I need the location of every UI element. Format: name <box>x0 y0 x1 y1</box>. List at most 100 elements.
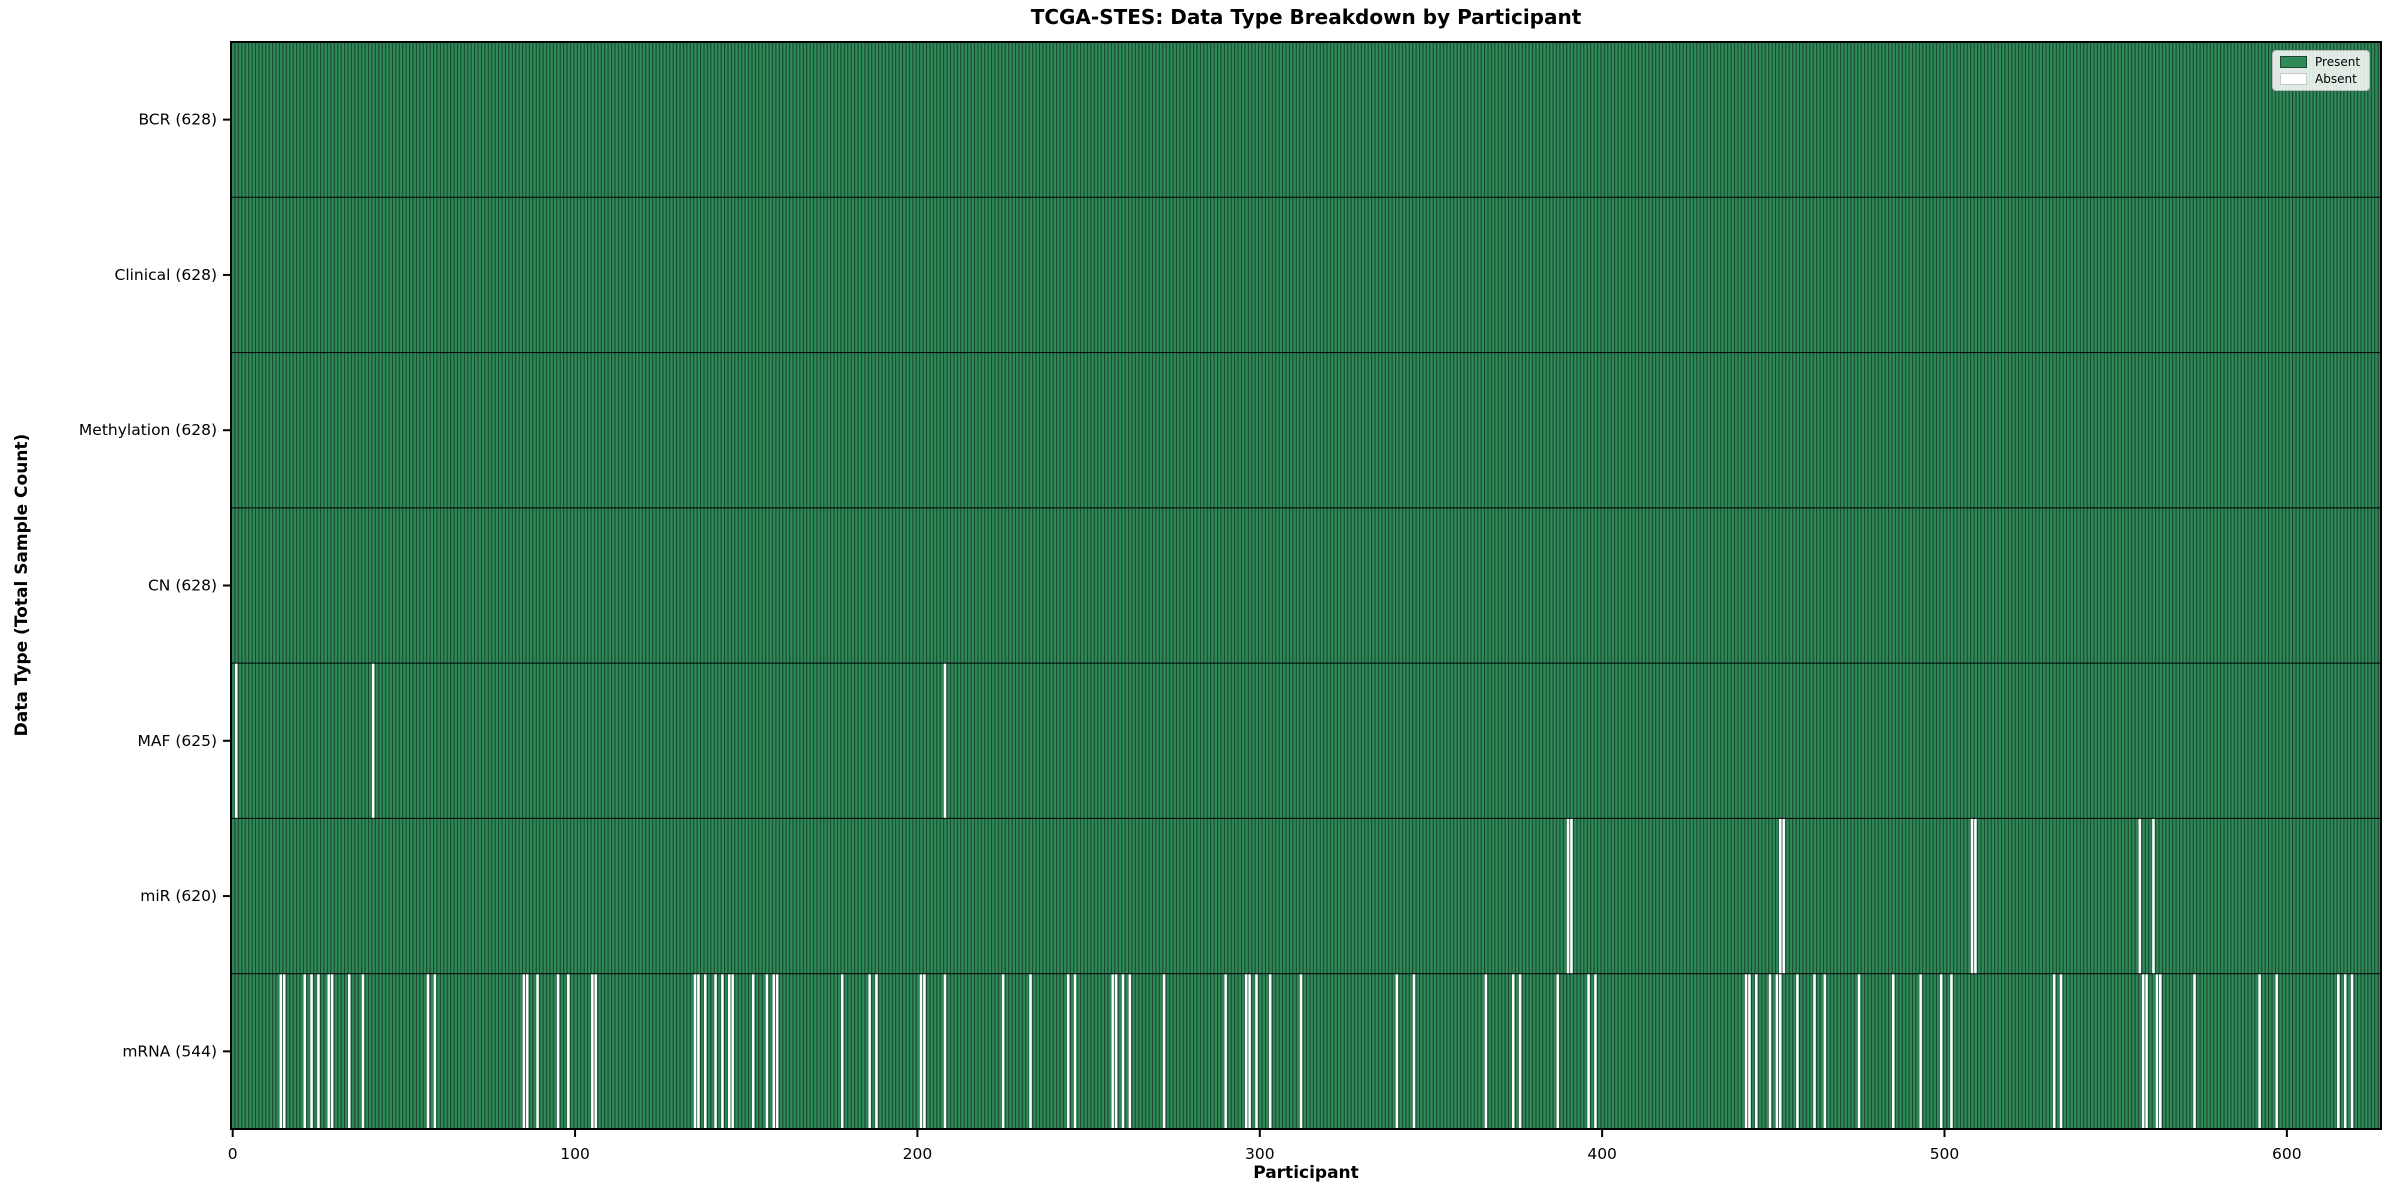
absent-mark-mRNA <box>327 973 330 1129</box>
x-tick-label-100: 100 <box>560 1145 590 1163</box>
absent-mark-mRNA <box>1268 973 1272 1129</box>
y-tick-label-CN: CN (628) <box>148 577 217 595</box>
absent-mark-mRNA <box>2343 973 2347 1129</box>
y-tick-label-miR: miR (620) <box>140 887 217 905</box>
absent-mark-mRNA <box>731 973 734 1129</box>
absent-mark-mRNA <box>1412 973 1416 1129</box>
absent-mark-mRNA <box>1779 973 1782 1129</box>
x-tick-label-300: 300 <box>1245 1145 1275 1163</box>
absent-mark-mRNA <box>310 973 313 1129</box>
plot-border <box>230 41 2382 1130</box>
absent-mark-mRNA <box>1768 973 1772 1129</box>
absent-mark-mRNA <box>919 973 923 1129</box>
absent-mark-mRNA <box>1775 973 1779 1129</box>
row-mRNA <box>231 973 2381 1129</box>
absent-mark-mRNA <box>1128 973 1132 1129</box>
absent-mark-mRNA <box>1919 973 1922 1129</box>
row-Clinical <box>231 197 2381 353</box>
absent-mark-mRNA <box>1813 973 1816 1129</box>
absent-mark-mRNA <box>347 973 351 1129</box>
absent-mark-mRNA <box>2350 973 2354 1129</box>
absent-mark-mRNA <box>1224 973 1227 1129</box>
absent-mark-mRNA <box>875 973 878 1129</box>
absent-mark-mRNA <box>1950 973 1953 1129</box>
absent-mark-mRNA <box>317 973 320 1129</box>
absent-mark-mRNA <box>2052 973 2056 1129</box>
absent-mark-mRNA <box>1029 973 1032 1129</box>
absent-mark-miR <box>2138 818 2142 974</box>
absent-mark-mRNA <box>751 973 755 1129</box>
absent-mark-mRNA <box>1891 973 1895 1129</box>
row-Methylation <box>231 352 2381 508</box>
absent-mark-mRNA <box>1001 973 1005 1129</box>
absent-mark-mRNA <box>1162 973 1166 1129</box>
absent-mark-mRNA <box>2258 973 2261 1129</box>
absent-mark-mRNA <box>943 973 947 1129</box>
row-MAF <box>231 663 2381 819</box>
absent-mark-mRNA <box>361 973 365 1129</box>
absent-mark-mRNA <box>525 973 529 1129</box>
absent-mark-miR <box>1974 818 1977 974</box>
y-tick-label-MAF: MAF (625) <box>138 732 218 750</box>
absent-mark-miR <box>1970 818 1974 974</box>
absent-mark-mRNA <box>2275 973 2278 1129</box>
absent-mark-miR <box>1779 818 1782 974</box>
absent-mark-mRNA <box>775 973 779 1129</box>
absent-mark-mRNA <box>1511 973 1515 1129</box>
absent-mark-mRNA <box>772 973 775 1129</box>
absent-mark-mRNA <box>433 973 437 1129</box>
absent-mark-mRNA <box>704 973 707 1129</box>
absent-mark-mRNA <box>2193 973 2196 1129</box>
absent-mark-mRNA <box>2155 973 2159 1129</box>
absent-mark-mRNA <box>1073 973 1077 1129</box>
absent-mark-mRNA <box>923 973 926 1129</box>
absent-mark-mRNA <box>1395 973 1399 1129</box>
absent-mark-mRNA <box>1299 973 1303 1129</box>
x-tick-label-500: 500 <box>1930 1145 1960 1163</box>
absent-mark-mRNA <box>1857 973 1861 1129</box>
absent-mark-mRNA <box>330 973 334 1129</box>
absent-swatch-icon <box>2280 73 2307 85</box>
absent-mark-mRNA <box>2337 973 2340 1129</box>
absent-mark-mRNA <box>1823 973 1827 1129</box>
absent-mark-mRNA <box>1939 973 1943 1129</box>
row-BCR <box>231 42 2381 198</box>
present-swatch-icon <box>2280 56 2307 68</box>
absent-mark-miR <box>1566 818 1570 974</box>
chart-title: TCGA-STES: Data Type Breakdown by Partic… <box>1030 5 1582 29</box>
absent-mark-mRNA <box>1244 973 1248 1129</box>
absent-mark-mRNA <box>1755 973 1758 1129</box>
absent-mark-MAF <box>943 663 947 819</box>
absent-mark-mRNA <box>1484 973 1488 1129</box>
absent-mark-mRNA <box>765 973 769 1129</box>
absent-mark-mRNA <box>522 973 526 1129</box>
absent-mark-mRNA <box>1744 973 1748 1129</box>
absent-mark-miR <box>1782 818 1785 974</box>
absent-mark-mRNA <box>840 973 844 1129</box>
absent-mark-mRNA <box>1587 973 1590 1129</box>
absent-mark-mRNA <box>2159 973 2162 1129</box>
absent-mark-mRNA <box>594 973 597 1129</box>
x-tick-label-600: 600 <box>2272 1145 2302 1163</box>
legend-entry-absent: Absent <box>2280 73 2360 85</box>
absent-mark-mRNA <box>426 973 430 1129</box>
absent-mark-mRNA <box>697 973 700 1129</box>
absent-mark-mRNA <box>536 973 539 1129</box>
absent-mark-mRNA <box>727 973 731 1129</box>
y-tick-label-Methylation: Methylation (628) <box>79 421 217 439</box>
absent-mark-mRNA <box>1114 973 1118 1129</box>
absent-mark-mRNA <box>1255 973 1258 1129</box>
absent-mark-mRNA <box>279 973 283 1129</box>
absent-mark-mRNA <box>1111 973 1114 1129</box>
absent-mark-mRNA <box>714 973 717 1129</box>
x-tick-label-200: 200 <box>903 1145 933 1163</box>
absent-mark-mRNA <box>1748 973 1751 1129</box>
row-miR <box>231 818 2381 974</box>
absent-mark-mRNA <box>693 973 697 1129</box>
y-tick-label-mRNA: mRNA (544) <box>122 1042 217 1060</box>
absent-mark-mRNA <box>1796 973 1799 1129</box>
absent-mark-mRNA <box>1518 973 1522 1129</box>
row-CN <box>231 507 2381 664</box>
